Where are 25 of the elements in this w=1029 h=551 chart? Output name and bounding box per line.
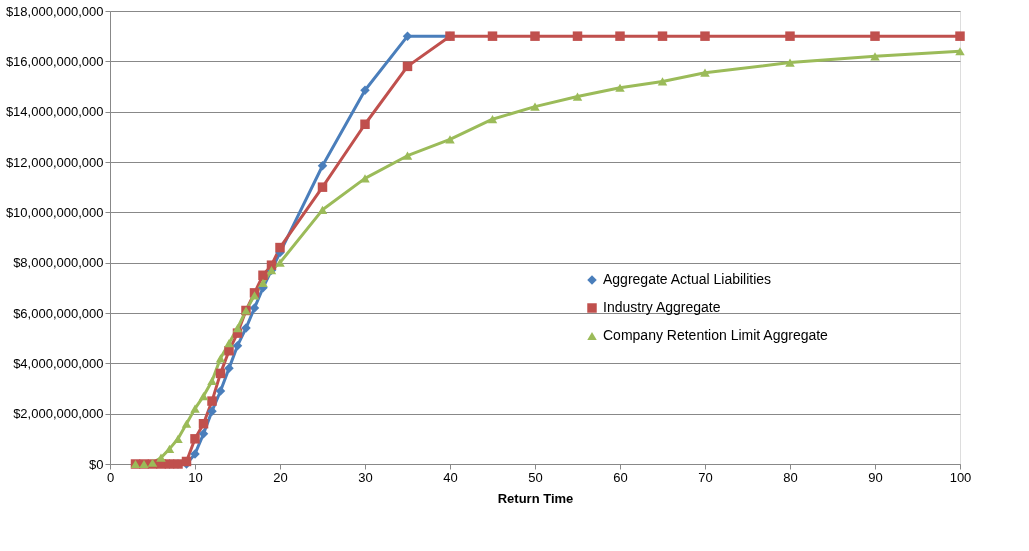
x-tick-label: 70 xyxy=(698,469,713,485)
y-tick-label: $0 xyxy=(89,456,104,472)
x-tick-label: 20 xyxy=(273,469,288,485)
y-tick-label: $2,000,000,000 xyxy=(13,406,104,422)
legend-label: Company Retention Limit Aggregate xyxy=(603,327,829,343)
y-tick-label: $12,000,000,000 xyxy=(5,154,104,170)
x-tick-label: 60 xyxy=(613,469,628,485)
y-tick-label: $8,000,000,000 xyxy=(13,255,104,271)
legend-label: Aggregate Actual Liabilities xyxy=(603,271,772,287)
x-tick-label: 30 xyxy=(358,469,373,485)
x-tick-label: 10 xyxy=(188,469,203,485)
x-tick-label: 90 xyxy=(868,469,883,485)
x-tick-label: 40 xyxy=(443,469,458,485)
y-tick-label: $16,000,000,000 xyxy=(5,53,104,69)
y-tick-label: $18,000,000,000 xyxy=(5,3,104,19)
y-tick-label: $14,000,000,000 xyxy=(5,104,104,120)
x-tick-label: 0 xyxy=(106,469,115,485)
x-tick-label: 80 xyxy=(783,469,798,485)
x-axis-title: Return Time xyxy=(497,490,574,506)
y-tick-label: $4,000,000,000 xyxy=(13,355,104,371)
legend-label: Industry Aggregate xyxy=(603,299,721,315)
y-tick-label: $10,000,000,000 xyxy=(5,204,104,220)
y-tick-label: $6,000,000,000 xyxy=(13,305,104,321)
x-tick-label: 50 xyxy=(528,469,543,485)
x-tick-label: 100 xyxy=(949,469,972,485)
